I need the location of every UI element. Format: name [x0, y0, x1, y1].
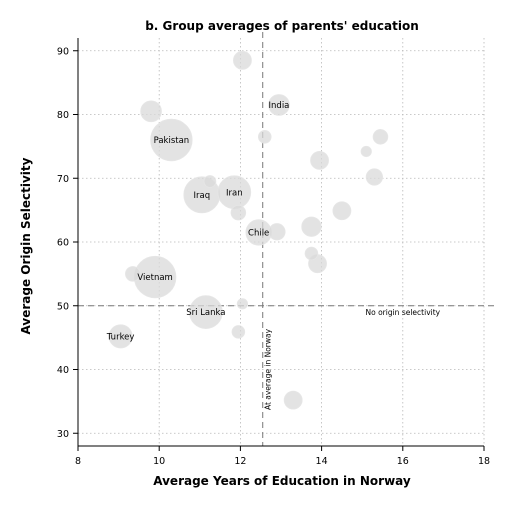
bubble-label: Iraq: [194, 191, 211, 201]
axes: 8 10 12 14 16 18 30 40 50 60 70 80 90: [57, 38, 490, 467]
data-bubble: [360, 145, 372, 158]
x-tick-label: 14: [316, 456, 328, 467]
data-bubble: [304, 246, 319, 261]
bubble-label: Iran: [226, 188, 243, 198]
bubble-label: Chile: [248, 228, 269, 238]
data-bubble: [257, 130, 272, 144]
x-tick-label: 18: [478, 456, 490, 467]
bubble-label: Pakistan: [154, 136, 190, 146]
data-bubble: [140, 100, 162, 123]
data-bubble: [203, 175, 217, 188]
data-bubble: [310, 150, 329, 170]
bubbles: [108, 50, 389, 410]
reference-lines: At average in Norway No origin selectivit…: [78, 32, 494, 446]
x-tick-label: 12: [234, 456, 246, 467]
x-tick-label: 10: [153, 456, 165, 467]
x-axis-label: Average Years of Education in Norway: [153, 474, 411, 488]
data-bubble: [283, 390, 303, 410]
x-tick-label: 16: [397, 456, 409, 467]
y-axis-label: Average Origin Selectivity: [19, 157, 33, 334]
chart-title: b. Group averages of parents' education: [145, 19, 419, 33]
bubble-label: Sri Lanka: [186, 308, 225, 318]
data-bubble: [125, 266, 141, 282]
data-bubble: [230, 204, 247, 221]
data-bubble: [372, 129, 389, 145]
data-bubble: [365, 168, 384, 186]
y-tick-label: 90: [57, 46, 69, 57]
data-bubble: [231, 325, 246, 339]
y-tick-label: 50: [57, 301, 69, 312]
vertical-reference-label: At average in Norway: [264, 328, 273, 410]
data-bubble: [233, 50, 252, 70]
bubble-label: India: [269, 101, 290, 111]
data-bubble: [268, 94, 290, 116]
data-bubble: [301, 216, 322, 237]
y-tick-label: 70: [57, 174, 69, 185]
bubble-label: Turkey: [106, 332, 135, 342]
data-bubble: [268, 223, 286, 241]
data-bubble: [189, 295, 223, 329]
y-tick-label: 40: [57, 365, 69, 376]
bubble-labels: India Pakistan Iraq Iran Chile Vietnam Sri Lan…: [106, 101, 290, 342]
y-tick-label: 80: [57, 110, 69, 121]
data-bubble: [236, 298, 249, 310]
y-tick-label: 60: [57, 238, 69, 249]
horizontal-reference-label: No origin selectivity: [366, 308, 441, 317]
y-tick-label: 30: [57, 429, 69, 440]
x-tick-label: 8: [75, 456, 81, 467]
data-bubble: [332, 201, 352, 221]
bubble-label: Vietnam: [137, 273, 172, 283]
data-bubble: [150, 118, 193, 162]
data-bubble: [108, 324, 133, 349]
